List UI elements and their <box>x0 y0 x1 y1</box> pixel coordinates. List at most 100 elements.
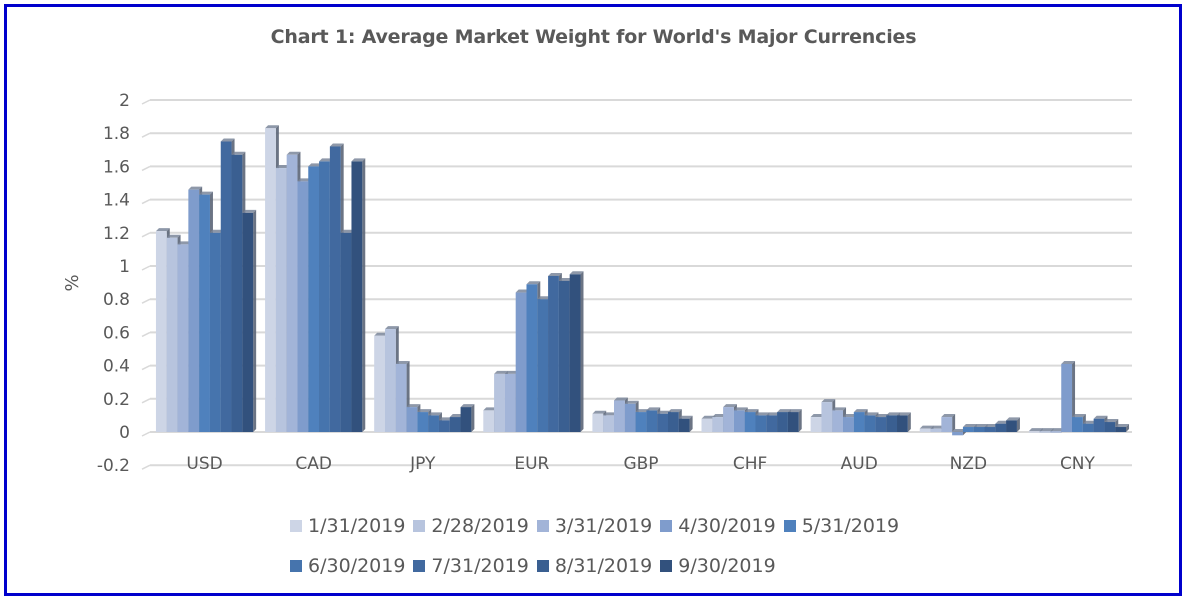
bar <box>1028 431 1040 433</box>
bar-top <box>930 425 945 429</box>
bar <box>220 141 232 432</box>
legend-swatch <box>536 560 549 572</box>
bar <box>1082 423 1094 432</box>
bar-top <box>537 296 552 300</box>
bar <box>635 412 647 432</box>
x-tick-label: CNY <box>1060 454 1096 474</box>
bar-top <box>319 158 333 162</box>
bar-group-cad <box>265 125 366 433</box>
bar-top <box>919 425 934 429</box>
legend-item: 5/31/2019 <box>783 515 899 537</box>
bar-top <box>340 229 355 233</box>
y-tick-label: 1.4 <box>103 191 130 211</box>
bar-top <box>483 407 498 411</box>
bar <box>275 168 287 432</box>
legend: 1/31/2019 2/28/2019 3/31/2019 4/30/2019 5/31… <box>290 506 930 586</box>
x-tick-label: CHF <box>733 454 767 474</box>
bar-side <box>689 415 693 432</box>
bar-top <box>1050 428 1065 432</box>
bar <box>209 232 221 432</box>
bar-top <box>449 414 464 418</box>
bar-top <box>265 125 279 129</box>
bar <box>494 373 505 432</box>
bar-group-usd <box>155 138 257 432</box>
bar-top <box>1061 360 1076 364</box>
bar <box>995 423 1007 432</box>
bar-top <box>646 407 661 411</box>
bar-top <box>494 370 508 374</box>
bar-top <box>973 424 988 428</box>
bar-top <box>592 410 607 414</box>
bar-top <box>199 191 213 195</box>
bar-side <box>253 209 257 432</box>
x-tick-label: JPY <box>409 454 436 474</box>
bar <box>340 232 352 432</box>
legend-item: 7/31/2019 <box>413 555 529 577</box>
bar-top <box>875 414 890 418</box>
bar-top <box>733 407 748 411</box>
bar-top <box>701 415 716 419</box>
bar <box>526 284 538 432</box>
y-tick-label: 1.6 <box>103 157 130 177</box>
y-tick-label: 1.8 <box>103 124 130 144</box>
y-tick-label: -0.2 <box>97 456 130 476</box>
bar <box>265 128 276 432</box>
y-tick-label: 0.4 <box>103 357 130 377</box>
legend-label: 4/30/2019 <box>678 515 776 537</box>
bar <box>787 412 799 432</box>
bar-top <box>984 424 999 428</box>
bar-top <box>460 404 475 408</box>
bar-top <box>504 370 519 374</box>
gridline-depth <box>141 398 151 404</box>
bar <box>864 415 876 432</box>
bar <box>886 415 898 432</box>
gridline-depth <box>141 232 151 238</box>
bar-top <box>1115 424 1130 428</box>
legend-label: 6/30/2019 <box>308 555 406 577</box>
y-tick-label: 0.2 <box>103 390 130 410</box>
bar-top <box>821 399 836 403</box>
y-axis-ticks: 2 1.8 1.6 1.4 1.2 1 0.8 0.6 0.4 0.2 0 -0.2 <box>97 91 130 476</box>
y-tick-label: 0.8 <box>103 290 130 310</box>
bar-top <box>952 429 966 432</box>
bar <box>188 189 200 432</box>
bar-top <box>668 409 682 413</box>
bar <box>449 417 461 432</box>
legend-swatch <box>413 520 426 532</box>
bar <box>515 292 527 432</box>
bar <box>1093 418 1105 432</box>
bar-top <box>1006 417 1020 421</box>
bar <box>242 212 254 432</box>
gridline-depth <box>141 298 151 304</box>
y-tick-label: 0 <box>119 423 130 443</box>
bar <box>678 418 690 432</box>
gridline-depth <box>141 464 151 470</box>
bar-top <box>864 412 879 416</box>
bar-top <box>995 420 1010 424</box>
bar <box>712 417 724 432</box>
bar <box>1006 420 1017 432</box>
y-tick-label: 2 <box>119 91 130 111</box>
bar-top <box>886 412 901 416</box>
bar-top <box>678 415 693 419</box>
bar-top <box>843 414 857 418</box>
bar <box>428 415 439 432</box>
legend-swatch <box>660 520 673 532</box>
bar <box>962 427 974 432</box>
bar <box>973 427 985 432</box>
legend-row: 6/30/2019 7/31/2019 8/31/2019 9/30/2019 <box>290 546 930 586</box>
gridline-depth <box>141 431 151 437</box>
bar-side <box>1072 360 1076 432</box>
bar-top <box>712 414 727 418</box>
bar <box>1039 431 1051 433</box>
bar <box>297 181 309 432</box>
bar-top <box>177 241 192 245</box>
bar-top <box>657 410 671 414</box>
bar-top <box>1082 420 1097 424</box>
x-tick-label: EUR <box>514 454 549 474</box>
bar-top <box>635 409 650 413</box>
bar-top <box>297 178 312 182</box>
bar-top <box>308 163 323 167</box>
bar <box>821 402 833 432</box>
